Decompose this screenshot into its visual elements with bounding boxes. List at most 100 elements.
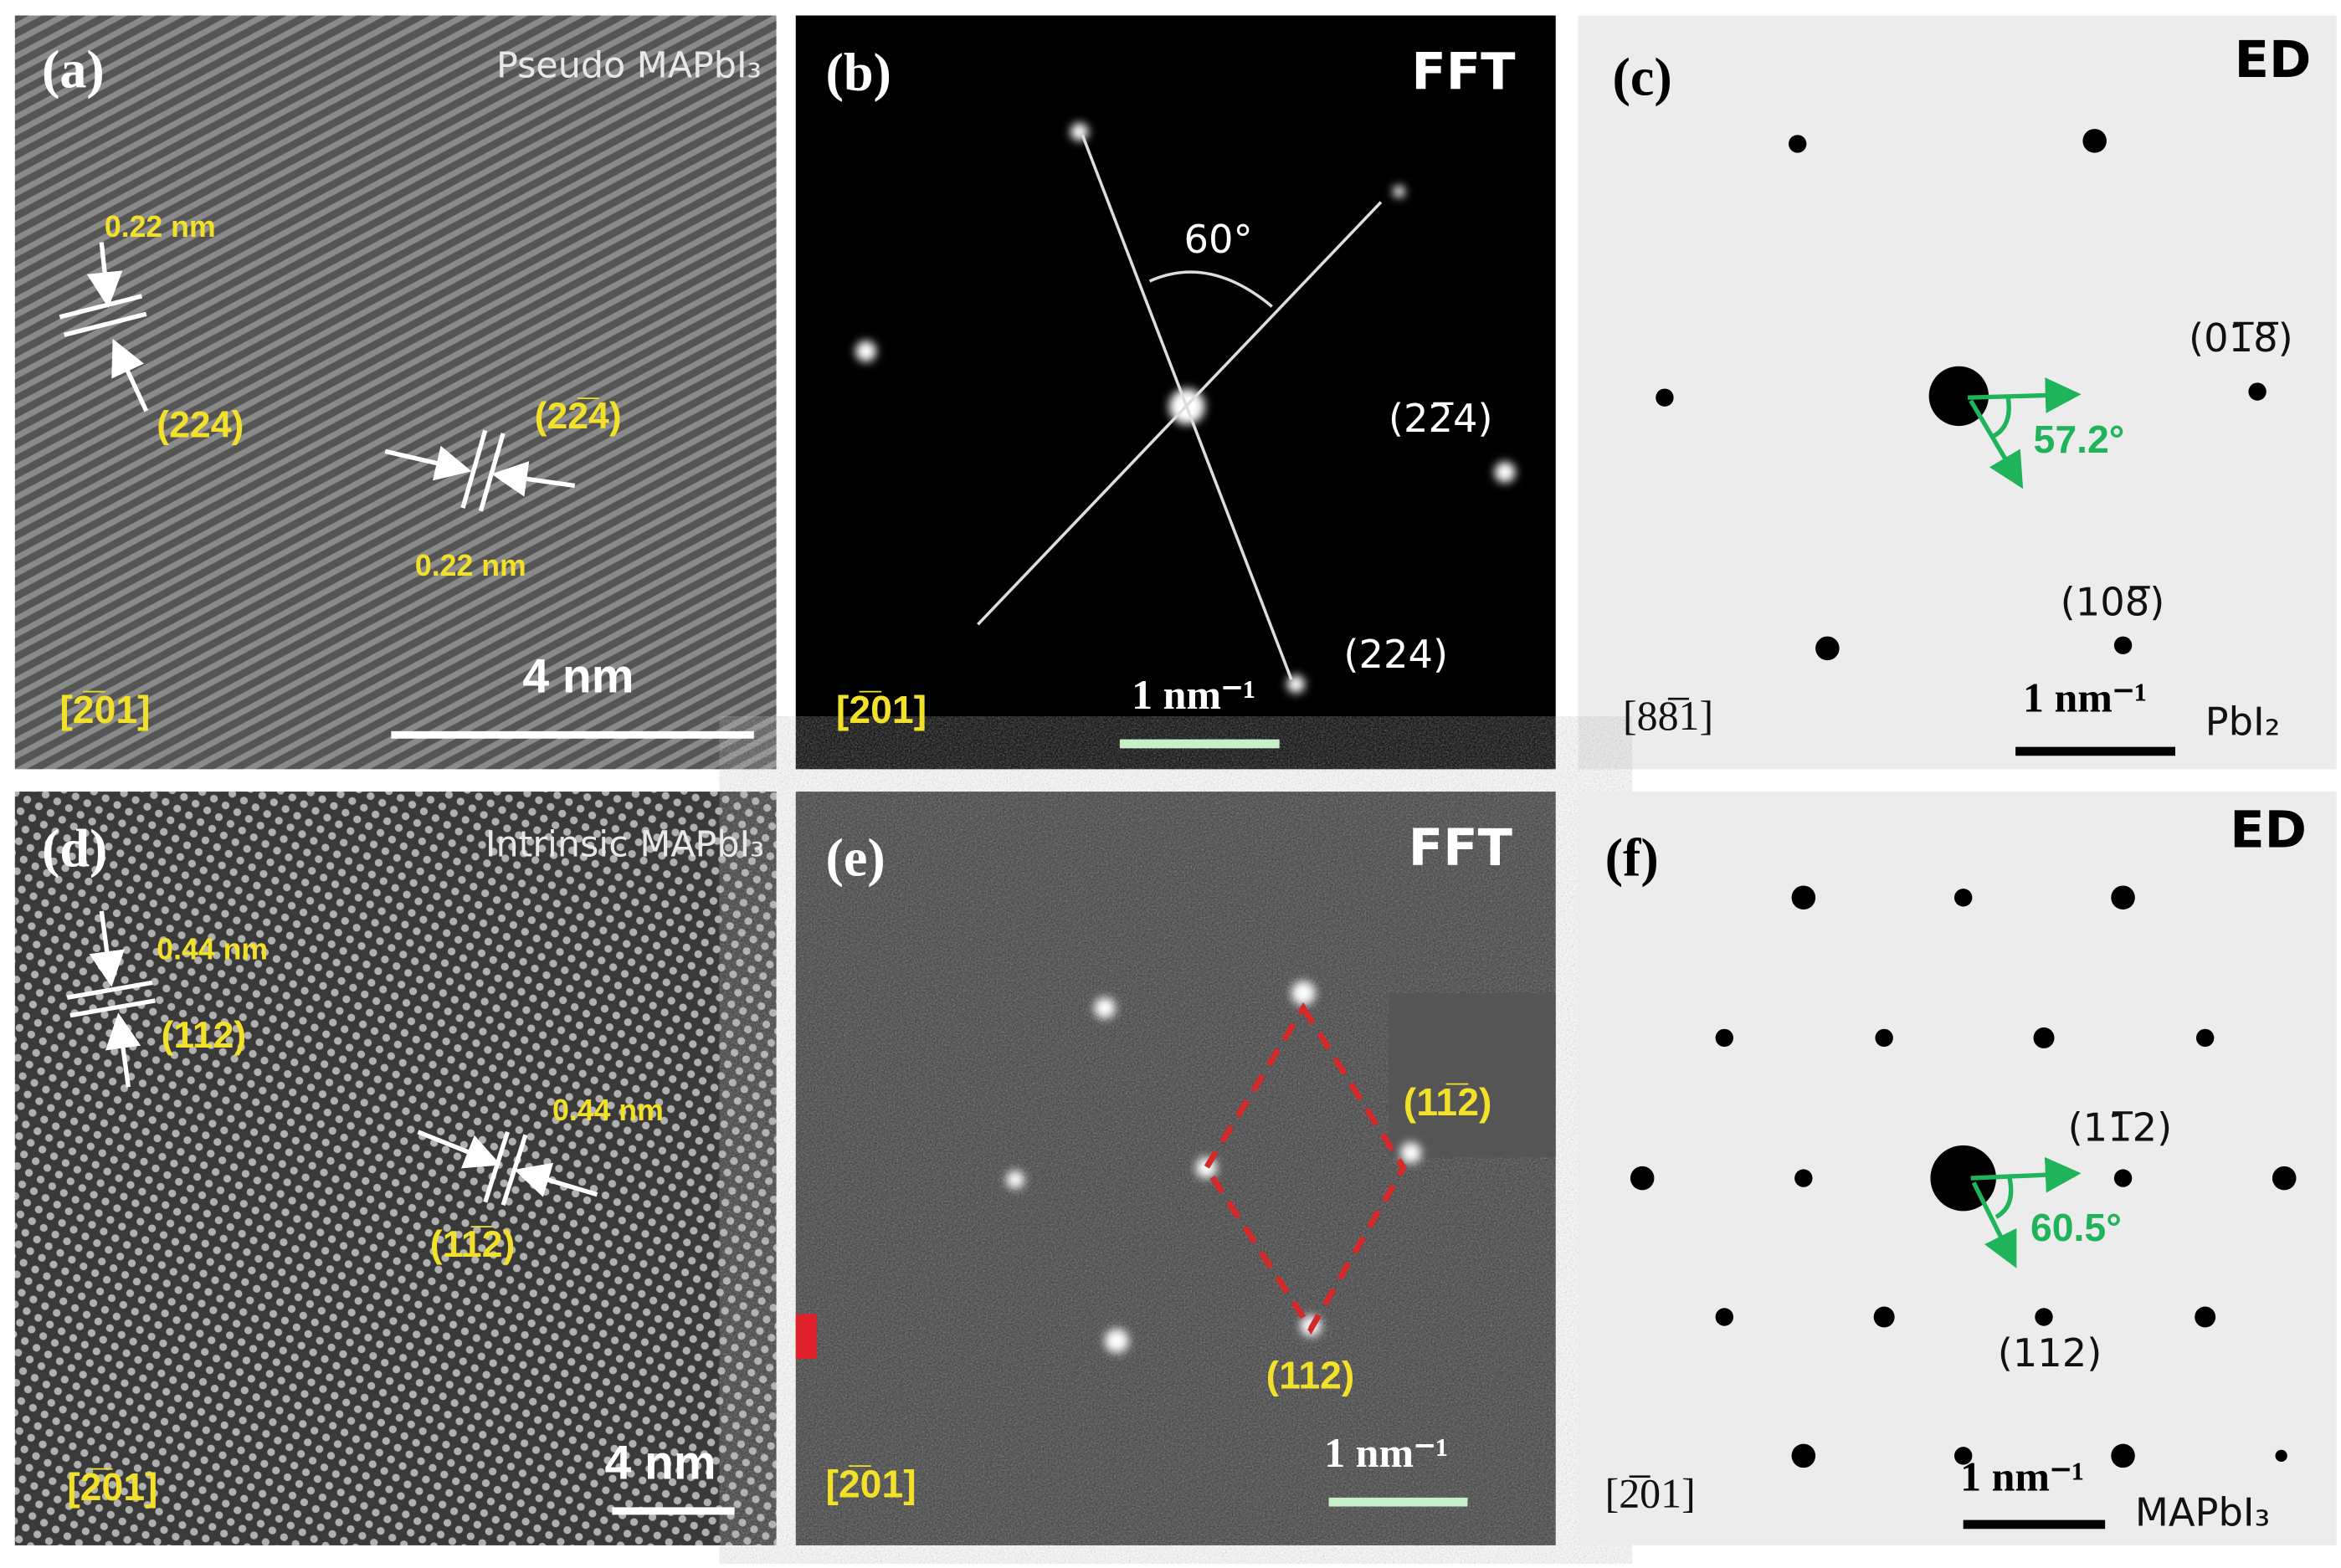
shape: [1148, 270, 1273, 308]
shape: [1794, 1169, 1813, 1187]
shape: [417, 1130, 501, 1169]
shape: [1928, 366, 1989, 427]
shape: [1953, 1447, 1973, 1465]
panel-title: FFT: [1409, 819, 1513, 878]
shape: [1971, 1181, 2017, 1268]
panel-title: Intrinsic MAPbI₃: [485, 824, 764, 866]
annotation: 0.22 nm: [105, 210, 216, 243]
zone-axis: [2̅01]: [59, 688, 150, 731]
zone-axis: [2̅01]: [67, 1465, 157, 1509]
shape: [1630, 1166, 1655, 1191]
panel-b-image: [795, 15, 1556, 770]
panel-label: (c): [1613, 48, 1672, 107]
shape: [89, 910, 125, 987]
panel-e-markers: [795, 981, 1468, 1507]
shape: [460, 429, 488, 509]
zone-axis: [2̅01]: [1605, 1469, 1696, 1516]
annotation: 57.2°: [2034, 418, 2125, 461]
panel-b-markers: [855, 122, 1516, 749]
shape: [1967, 377, 2082, 413]
panel-label: (a): [42, 40, 105, 100]
zone-axis: [2̅01]: [825, 1463, 916, 1506]
shape: [2111, 1443, 2135, 1468]
shape: [1656, 129, 2267, 661]
shape: [2248, 382, 2267, 401]
annotation: 60°: [1184, 217, 1253, 262]
shape: [1105, 1329, 1129, 1353]
shape: [1969, 399, 2024, 489]
panel-e-box: [1388, 992, 1556, 1158]
panel-label: (d): [42, 819, 107, 879]
shape: [1656, 388, 1674, 407]
panel-title: FFT: [1411, 43, 1516, 101]
scale-label: 4 nm: [522, 649, 634, 703]
shape: [1875, 1028, 1893, 1048]
shape: [977, 201, 1383, 626]
annotation: (112): [1266, 1353, 1355, 1396]
shape: [1494, 461, 1516, 483]
shape: [2033, 1027, 2055, 1048]
panel-label: (e): [825, 828, 885, 887]
shape: [64, 311, 147, 337]
decorations: [14, 15, 2337, 1545]
shape: [1873, 1306, 1895, 1328]
shape: [1291, 981, 1316, 1006]
scale-label: 1 nm⁻¹: [1132, 671, 1255, 718]
zone-axis: [88̅1]: [1623, 692, 1713, 739]
annotation: (112): [1998, 1330, 2102, 1376]
panel-title: ED: [2230, 802, 2307, 860]
shape: [86, 242, 123, 309]
shape: [2035, 1308, 2053, 1326]
panel-d-markers: [66, 910, 735, 1515]
shape: [1081, 134, 1293, 680]
shape: [66, 980, 153, 1000]
shape: [1791, 1443, 1816, 1468]
shape: [1203, 1002, 1407, 1335]
annotation: 0.44 nm: [157, 932, 268, 966]
shape: [514, 1162, 598, 1197]
panel-a-markers: [59, 242, 754, 739]
annotation: (11̅2): [1404, 1080, 1492, 1124]
shape: [2111, 885, 2135, 910]
annotation: 60.5°: [2030, 1206, 2122, 1249]
annotation: (11̅2): [430, 1224, 516, 1265]
annotation: (224): [157, 405, 244, 446]
annotation: (22̅4): [1389, 396, 1493, 441]
shape: [795, 1314, 817, 1359]
shape: [977, 134, 1383, 680]
panel-d-image: [14, 792, 777, 1545]
labels: (a) Pseudo MAPbI₃ 0.22 nm (224) (22̅4) 0…: [42, 31, 2311, 1535]
scale-label: 4 nm: [604, 1436, 716, 1489]
shape: [69, 998, 156, 1018]
panel-c-markers: [1656, 129, 2267, 756]
annotation: 0.22 nm: [415, 549, 526, 582]
shape: [1970, 1156, 2082, 1193]
panel-title: Pseudo MAPbI₃: [496, 44, 762, 86]
annotation: (112): [162, 1015, 247, 1056]
shape: [1970, 1156, 2082, 1268]
shape: [2113, 636, 2133, 654]
shape: [2272, 1166, 2297, 1191]
material: PbI₂: [2205, 699, 2281, 744]
annotation: (01̅8̅): [2189, 315, 2293, 361]
shape: [1006, 1171, 1024, 1189]
shape: [1967, 377, 2082, 489]
shape: [1791, 885, 1816, 910]
annotation: (11̅2): [2068, 1105, 2173, 1150]
shape: [2082, 129, 2107, 153]
shape: [855, 341, 877, 362]
shape: [1815, 636, 1840, 661]
shape: [1991, 397, 2011, 438]
shape: [1070, 122, 1089, 141]
shape: [2195, 1306, 2216, 1328]
shape: [1953, 889, 1973, 907]
shape: [2275, 1449, 2287, 1463]
annotation: (224): [1343, 632, 1448, 677]
shape: [2195, 1028, 2215, 1048]
annotation: (108̅): [2061, 580, 2165, 625]
panel-e-noise: [795, 792, 1556, 1545]
scale-label: 1 nm⁻¹: [2023, 674, 2147, 721]
panel-title: ED: [2235, 31, 2312, 90]
